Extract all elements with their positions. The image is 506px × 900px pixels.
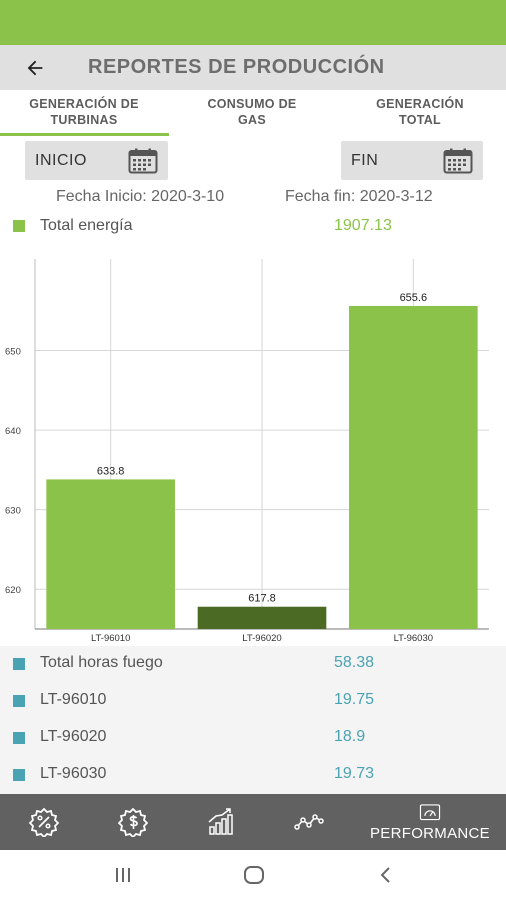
dollar-badge-icon	[118, 807, 148, 837]
fire-hours-total-label: Total horas fuego	[40, 654, 163, 671]
status-bar	[0, 0, 506, 45]
bar-value-label: 617.8	[248, 593, 276, 605]
recent-apps-icon[interactable]	[111, 863, 135, 887]
fire-hours-value: 19.73	[334, 765, 375, 782]
percent-badge-icon	[29, 807, 59, 837]
line-trend-icon	[294, 814, 324, 830]
end-date-text: Fecha fin: 2020-3-12	[285, 188, 433, 205]
tab-bar: GENERACIÓN DE TURBINAS CONSUMO DE GAS GE…	[0, 90, 506, 136]
system-back-icon[interactable]	[374, 863, 398, 887]
end-date-label: FIN	[351, 151, 379, 169]
tab-label: GENERACIÓN	[376, 97, 464, 111]
nav-trends[interactable]	[291, 794, 327, 850]
tab-label: GAS	[238, 113, 266, 127]
gauge-icon	[419, 804, 441, 821]
energy-value: 1907.13	[334, 217, 392, 234]
legend-square	[13, 769, 25, 781]
tab-gas-consumption[interactable]: CONSUMO DE GAS	[168, 96, 336, 128]
y-tick-label: 630	[5, 506, 21, 517]
fire-hours-row: LT-96030 19.73	[0, 757, 506, 793]
x-tick-label: LT-96010	[91, 633, 130, 644]
tab-label: CONSUMO DE	[207, 97, 297, 111]
start-date-label: INICIO	[35, 151, 87, 169]
production-bar-chart: 620 630 640 650 633.8 LT-96010 617.8 LT-96020 65…	[5, 259, 489, 644]
fire-hours-label: LT-96020	[40, 728, 107, 745]
legend-square	[13, 220, 25, 232]
y-tick-label: 640	[5, 426, 21, 437]
tab-indicator	[0, 133, 169, 136]
fire-hours-panel: Total horas fuego 58.38 LT-96010 19.75 L…	[0, 646, 506, 794]
back-arrow-icon[interactable]	[24, 57, 46, 79]
bar-lt-96020	[197, 606, 327, 629]
fire-hours-row: LT-96010 19.75	[0, 683, 506, 719]
page-title: REPORTES DE PRODUCCIÓN	[88, 56, 385, 78]
y-tick-label: 650	[5, 347, 21, 358]
fire-hours-label: LT-96010	[40, 691, 107, 708]
fire-hours-label: LT-96030	[40, 765, 107, 782]
home-icon[interactable]	[242, 863, 266, 887]
bar-lt-96010	[46, 479, 175, 629]
nav-performance[interactable]: PERFORMANCE	[358, 794, 502, 850]
nav-growth[interactable]	[203, 794, 239, 850]
tab-total-generation[interactable]: GENERACIÓN TOTAL	[336, 96, 504, 128]
calendar-icon	[128, 148, 158, 173]
x-tick-label: LT-96030	[394, 633, 433, 644]
chart-bars	[46, 305, 478, 629]
fire-hours-row: LT-96020 18.9	[0, 720, 506, 756]
tab-label: GENERACIÓN DE	[29, 97, 139, 111]
bar-value-label: 633.8	[97, 465, 125, 477]
fire-hours-total-value: 58.38	[334, 654, 375, 671]
tab-label: TOTAL	[398, 113, 441, 127]
nav-efficiency[interactable]	[26, 794, 62, 850]
start-date-button[interactable]: INICIO	[25, 141, 168, 180]
y-tick-label: 620	[5, 585, 21, 596]
bottom-navigation: PERFORMANCE	[0, 794, 506, 850]
start-date-text: Fecha Inicio: 2020-3-10	[56, 188, 225, 205]
energy-label: Total energía	[40, 217, 133, 234]
legend-square	[13, 732, 25, 744]
fire-hours-value: 18.9	[334, 728, 366, 745]
bar-growth-icon	[208, 808, 233, 835]
system-navigation-bar	[0, 850, 506, 900]
energy-total-row: Total energía 1907.13	[0, 208, 506, 244]
tab-turbine-generation[interactable]: GENERACIÓN DE TURBINAS	[0, 96, 168, 128]
legend-square	[13, 695, 25, 707]
end-date-button[interactable]: FIN	[341, 141, 483, 180]
fire-hours-value: 19.75	[334, 691, 375, 708]
bar-value-label: 655.6	[400, 292, 428, 304]
app-bar: REPORTES DE PRODUCCIÓN	[0, 45, 506, 90]
fire-hours-total-row: Total horas fuego 58.38	[0, 646, 506, 682]
tab-label: TURBINAS	[50, 113, 118, 127]
x-tick-label: LT-96020	[242, 633, 281, 644]
nav-costs[interactable]	[115, 794, 151, 850]
bar-lt-96030	[349, 305, 478, 629]
performance-label: PERFORMANCE	[370, 825, 490, 842]
legend-square	[13, 658, 25, 670]
calendar-icon	[443, 148, 473, 173]
chart-labels: 620 630 640 650 633.8 LT-96010 617.8 LT-96020 65…	[5, 292, 433, 644]
